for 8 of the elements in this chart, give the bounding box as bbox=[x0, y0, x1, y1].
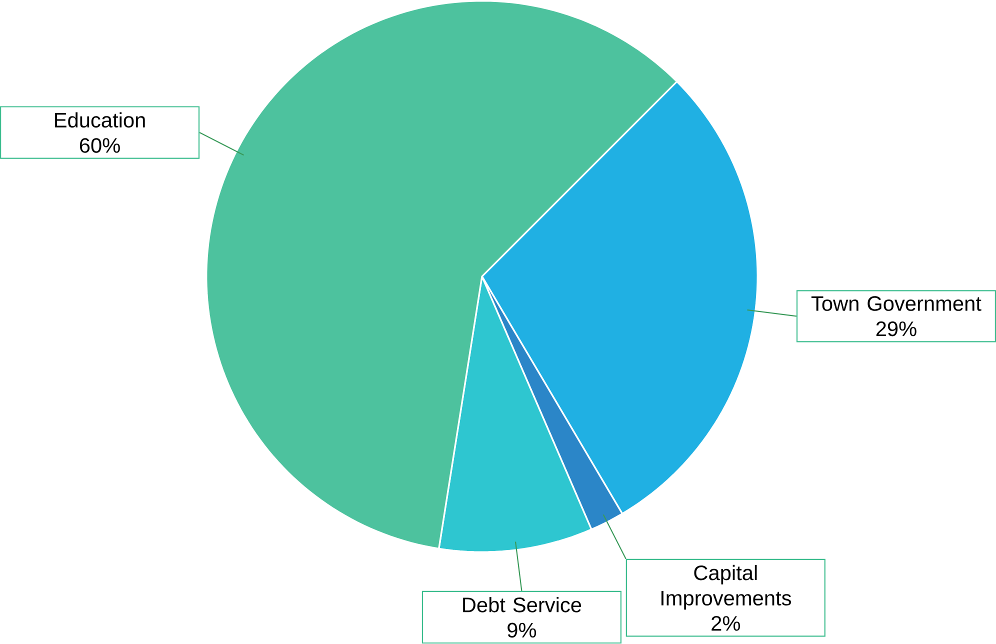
slice-label: Capital Improvements bbox=[661, 565, 792, 610]
slice-label: Debt Service bbox=[463, 597, 582, 612]
data-label: 2% bbox=[712, 616, 740, 631]
data-label: 29% bbox=[876, 322, 916, 336]
data-label: 60% bbox=[80, 138, 120, 154]
data-label: 9% bbox=[508, 622, 536, 638]
slice-label: Town Government bbox=[811, 296, 982, 312]
slice-label: Education bbox=[55, 112, 145, 128]
